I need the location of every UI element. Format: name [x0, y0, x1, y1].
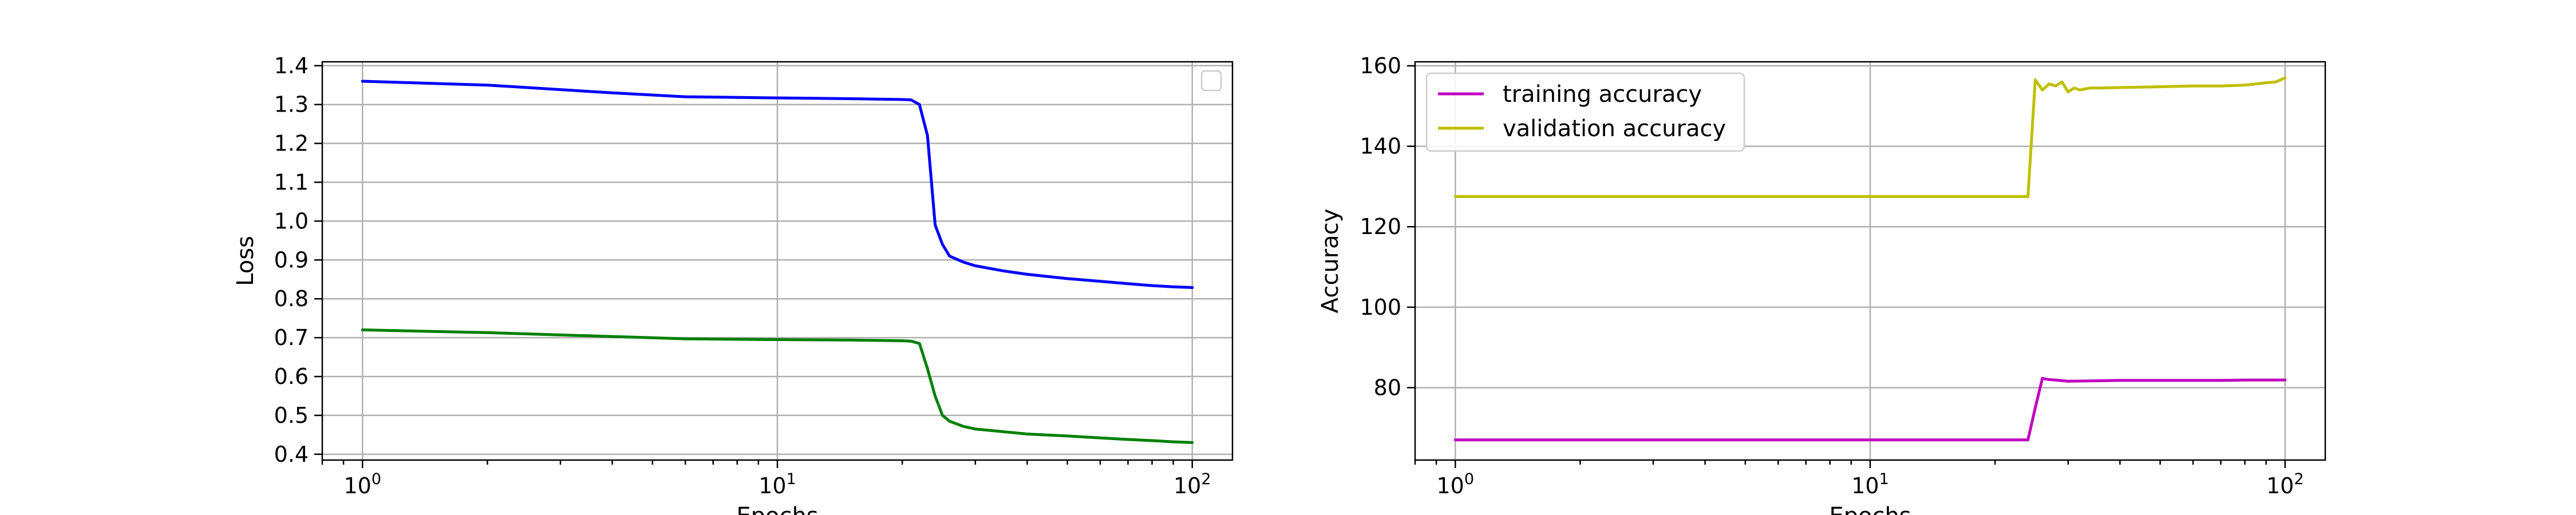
loss-x-tick-label: 100 [343, 470, 381, 498]
loss-y-axis-label: Loss [232, 236, 259, 286]
loss-y-tick-label: 1.1 [274, 169, 309, 195]
loss-y-tick-label: 1.4 [274, 53, 309, 78]
loss-line-series-2 [361, 328, 1194, 444]
accuracy-series [1453, 76, 2287, 442]
accuracy-y-tick-label: 100 [1360, 295, 1401, 320]
loss-y-tick-label: 0.5 [274, 403, 309, 428]
loss-grid [322, 62, 1232, 460]
loss-y-tick-label: 0.4 [274, 442, 309, 467]
accuracy-y-tick-label: 160 [1360, 53, 1401, 78]
accuracy-x-tick-label: 102 [2266, 470, 2304, 498]
accuracy-legend: training accuracy validation accuracy [1425, 72, 1745, 152]
loss-y-tick-label: 1.3 [274, 92, 309, 117]
loss-y-tick-label: 1.2 [274, 131, 309, 156]
loss-y-tick-label: 0.7 [274, 325, 309, 350]
loss-y-tick-label: 0.9 [274, 247, 309, 272]
accuracy-x-tick-label: 100 [1436, 470, 1474, 498]
loss-y-tick-label: 0.8 [274, 286, 309, 311]
loss-x-axis-label: Epochs [736, 503, 818, 515]
accuracy-legend-box [1425, 72, 1745, 152]
loss-chart: 100 101 102 0.4 0.5 0.6 0.7 0.8 0.9 1.0 1.1 1.2 1.3 1… [232, 53, 1234, 515]
loss-legend-box [1200, 70, 1222, 92]
legend-label-training-accuracy: training accuracy [1503, 81, 1702, 108]
loss-y-tick-label: 0.6 [274, 364, 309, 389]
accuracy-x-tick-label: 101 [1851, 470, 1889, 498]
accuracy-line-training-accuracy [1453, 377, 2287, 442]
accuracy-y-tick-label: 140 [1360, 134, 1401, 159]
loss-x-tick-label: 102 [1174, 470, 1211, 498]
accuracy-x-axis-label: Epochs [1829, 503, 1911, 515]
accuracy-y-axis-label: Accuracy [1317, 209, 1344, 314]
loss-y-tick-label: 1.0 [274, 208, 309, 233]
legend-label-validation-accuracy: validation accuracy [1503, 116, 1726, 142]
loss-line-series-1 [361, 80, 1194, 289]
loss-x-tick-label: 101 [758, 470, 796, 498]
loss-legend [1200, 70, 1222, 92]
accuracy-y-tick-label: 80 [1374, 375, 1401, 400]
loss-series [361, 80, 1194, 444]
accuracy-ticks: 100 101 102 80 100 120 140 160 [1360, 53, 2304, 498]
loss-ticks: 100 101 102 0.4 0.5 0.6 0.7 0.8 0.9 1.0 1.1 1.2 1.3 1… [274, 53, 1211, 498]
accuracy-line-validation-accuracy [1453, 76, 2287, 198]
accuracy-y-tick-label: 120 [1360, 214, 1401, 239]
